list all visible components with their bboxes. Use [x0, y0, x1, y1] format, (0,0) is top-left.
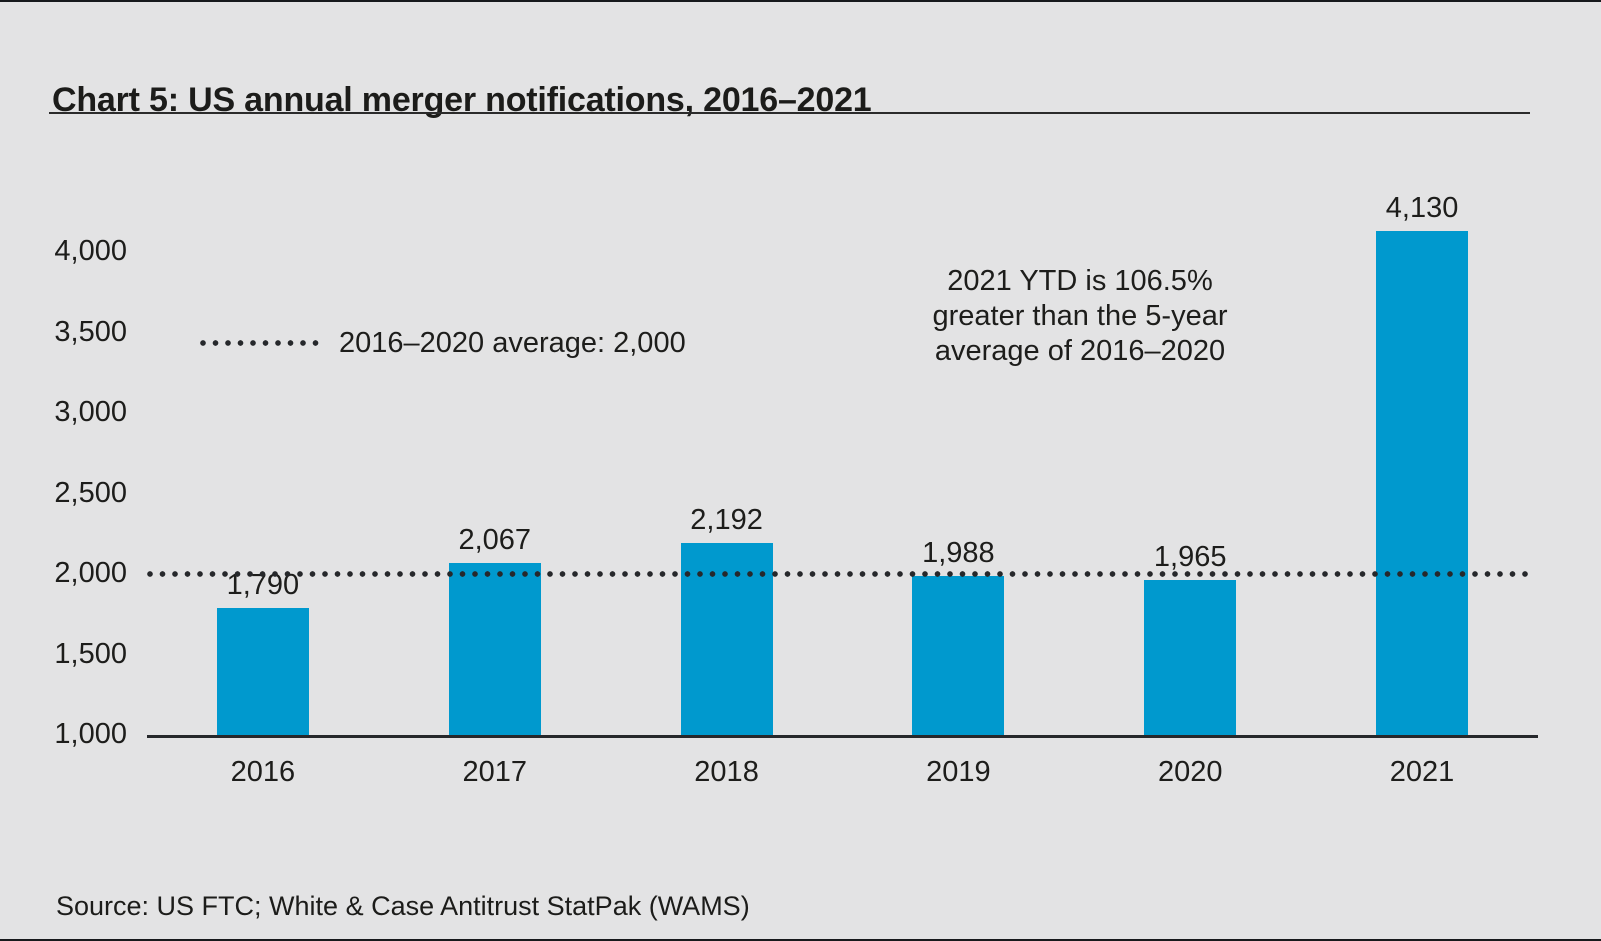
bar-group: 1,790 2016 — [147, 220, 379, 788]
bar-group: 2,067 2017 — [379, 220, 611, 788]
x-axis-label: 2021 — [1389, 756, 1455, 788]
y-axis-tick-label: 3,500 — [54, 315, 127, 348]
bottom-frame-line — [0, 939, 1601, 941]
source-note: Source: US FTC; White & Case Antitrust S… — [56, 891, 750, 921]
bar-value-label: 1,988 — [922, 537, 995, 569]
average-line-legend: 2016–2020 average: 2,000 — [200, 326, 686, 360]
x-axis-label: 2019 — [926, 756, 991, 788]
y-axis-tick-label: 1,000 — [54, 718, 127, 750]
x-axis-label: 2017 — [462, 756, 527, 788]
annotation-line: average of 2016–2020 — [934, 335, 1226, 367]
bar-group: 4,130 2021 — [1306, 192, 1538, 788]
x-axis-label: 2020 — [1157, 756, 1223, 788]
y-axis-tick-label: 2,500 — [54, 476, 127, 509]
legend-label: 2016–2020 average: 2,000 — [339, 327, 686, 359]
annotation-line: 2021 YTD is 106.5% — [947, 265, 1213, 297]
bar — [912, 576, 1005, 735]
bar-value-label: 1,965 — [1153, 540, 1227, 573]
annotation-text: 2021 YTD is 106.5% greater than the 5-ye… — [918, 264, 1242, 369]
y-axis-tick-label: 4,000 — [54, 235, 127, 268]
y-axis-tick-label: 2,000 — [54, 557, 127, 590]
y-axis-tick-label: 1,500 — [54, 637, 127, 670]
bar — [1144, 579, 1237, 735]
bar-group: 2,192 2018 — [611, 220, 843, 788]
average-dotted-line — [147, 571, 1530, 578]
x-axis-label: 2016 — [230, 756, 296, 788]
bar-value-label: 2,192 — [690, 504, 763, 537]
bar — [1376, 231, 1469, 735]
bar-value-label: 2,067 — [458, 524, 532, 557]
bars-layer: 1,790 2016 2,067 2017 2,192 2018 1,988 2019 1,96… — [147, 192, 1538, 788]
bar-group: 1,965 2020 — [1074, 220, 1306, 788]
bar-value-label: 4,130 — [1385, 192, 1459, 225]
title-divider — [49, 112, 1530, 114]
dotted-line-swatch — [200, 340, 324, 346]
top-frame-line — [0, 0, 1601, 2]
x-axis-label: 2018 — [694, 756, 759, 788]
bar — [448, 563, 541, 735]
annotation-line: greater than the 5-year — [932, 300, 1228, 332]
y-axis-tick-label: 3,000 — [54, 396, 127, 429]
bar — [216, 607, 309, 735]
bar-group: 1,988 2019 — [842, 220, 1074, 788]
plot-area: 1,790 2016 2,067 2017 2,192 2018 1,988 2019 1,96… — [147, 192, 1538, 788]
